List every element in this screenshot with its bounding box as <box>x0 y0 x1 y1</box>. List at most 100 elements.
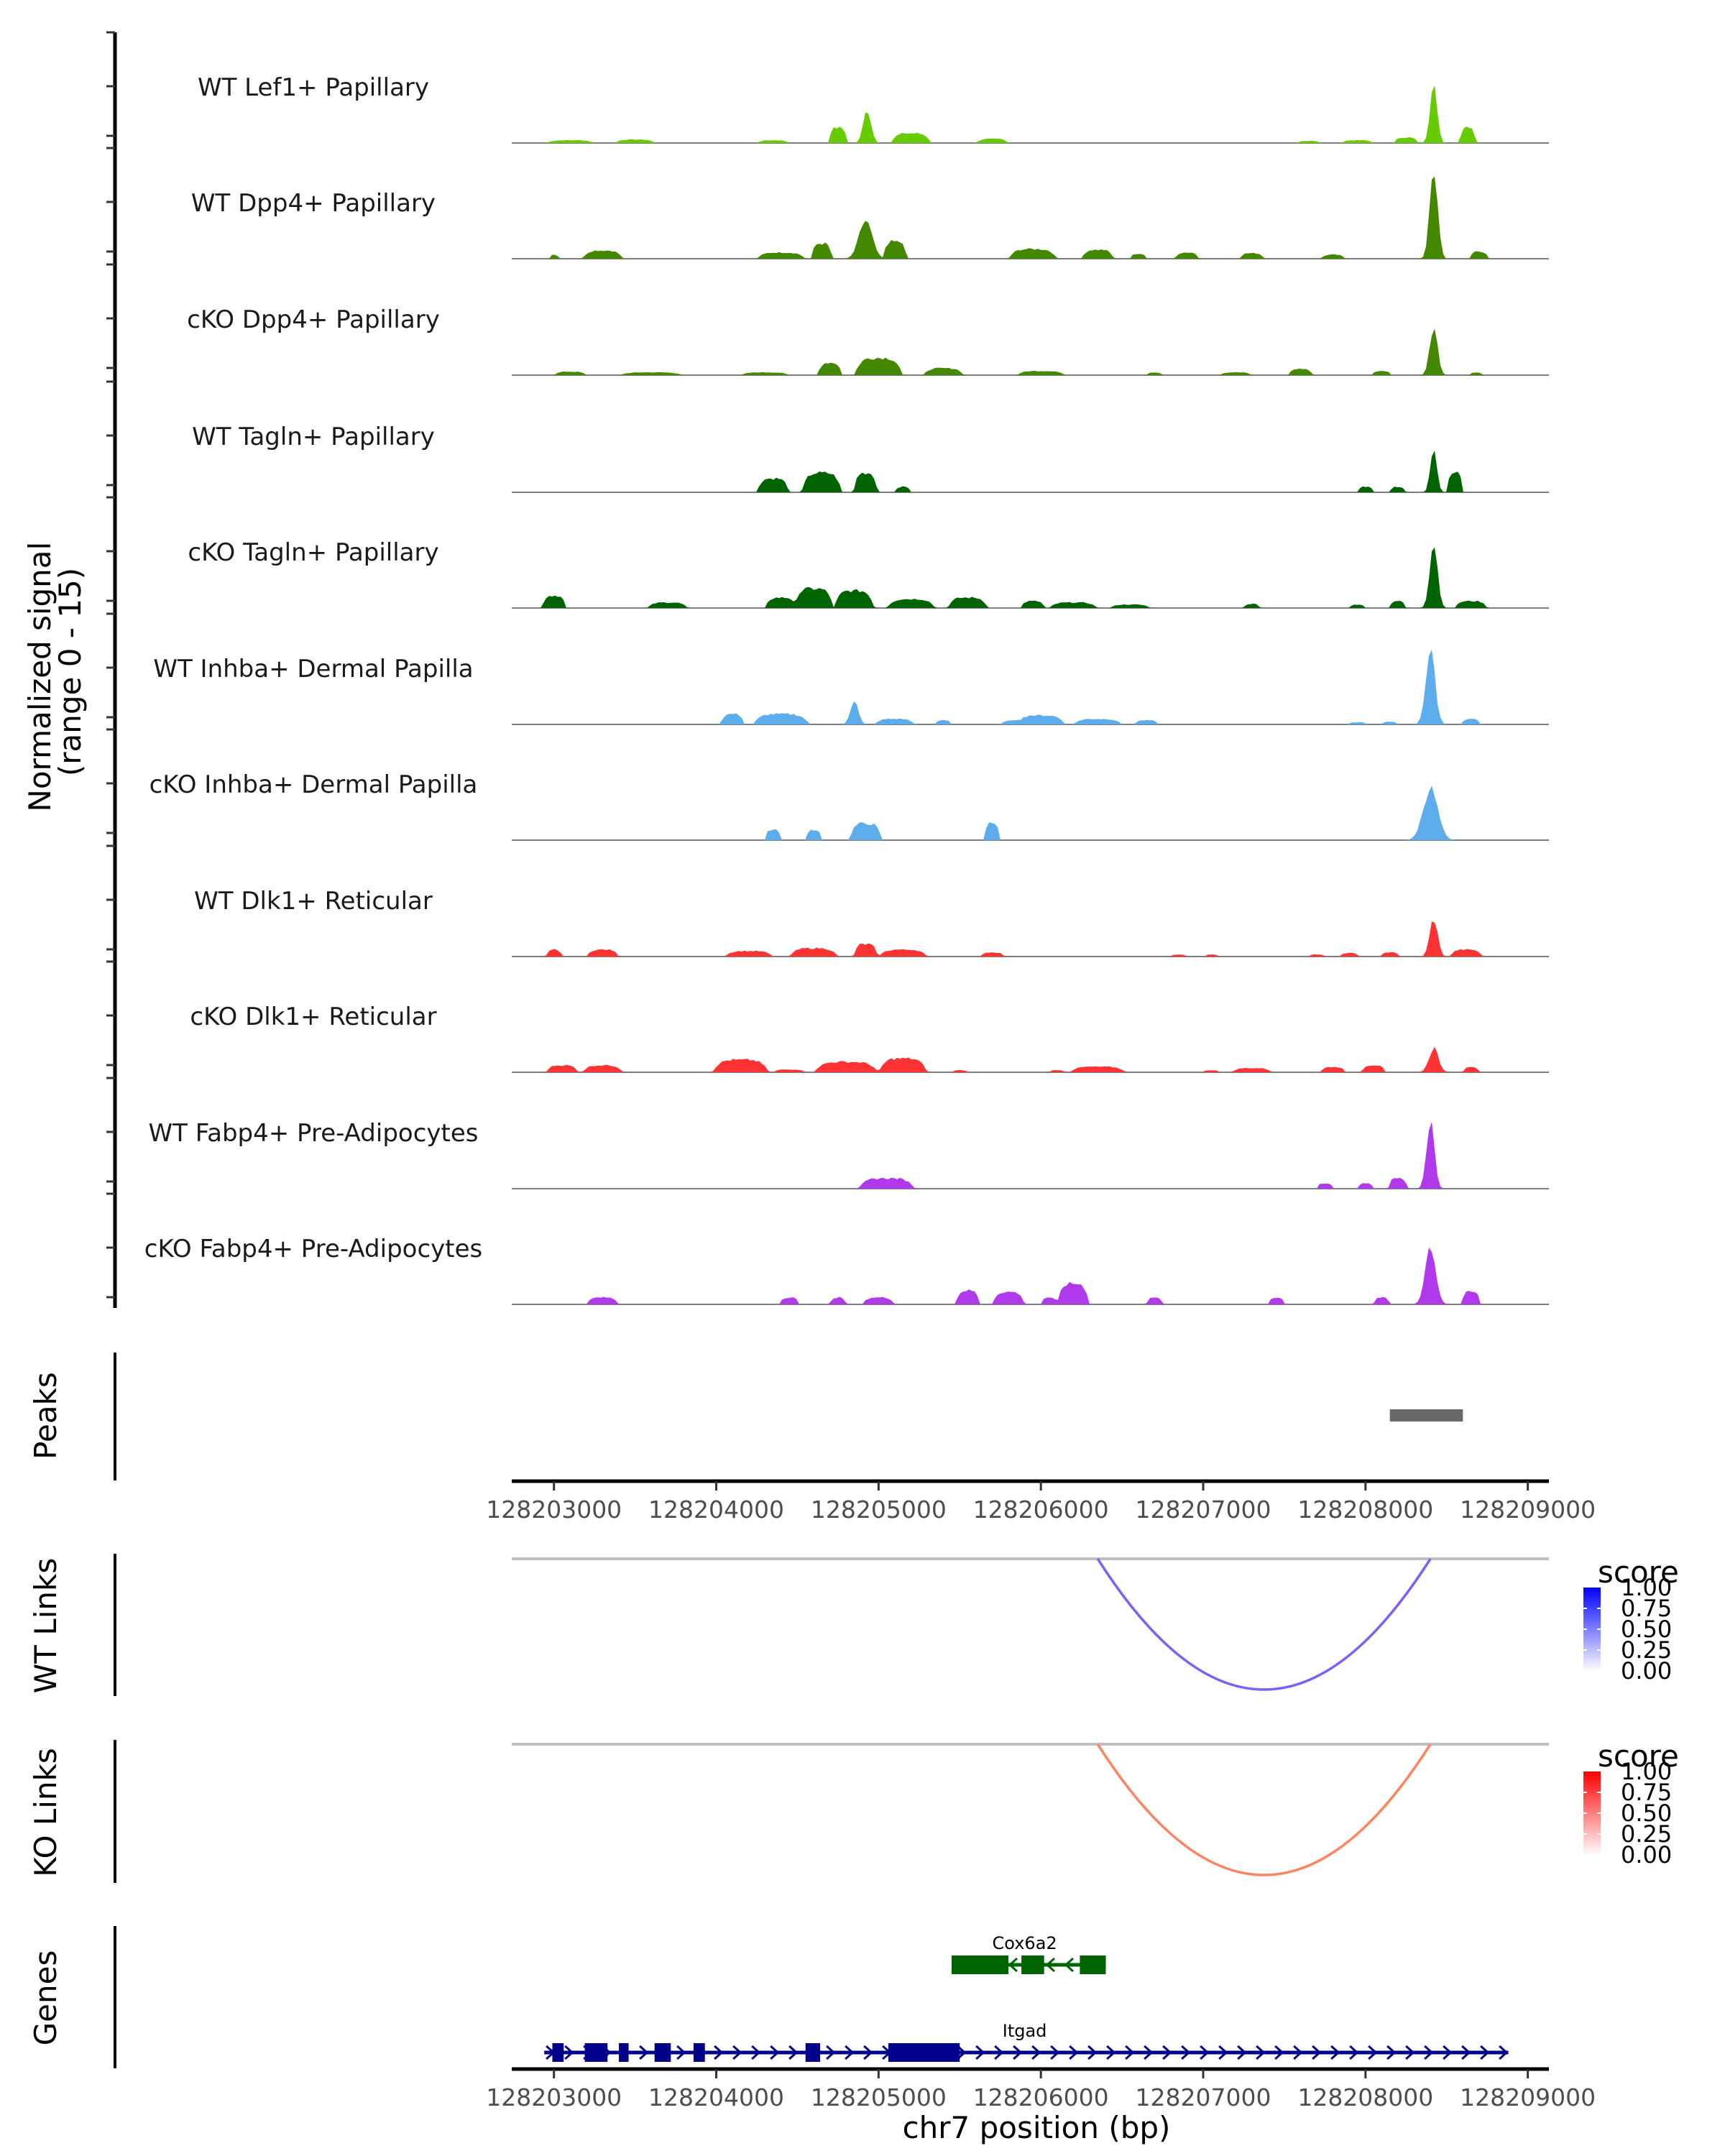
coverage-track: cKO Dpp4+ Papillary <box>187 305 1549 376</box>
gene-exon <box>805 2043 821 2062</box>
gene-exon <box>552 2043 564 2062</box>
x-tick-label: 128208000 <box>1297 1496 1433 1524</box>
x-tick-label: 128207000 <box>1136 1496 1271 1524</box>
strand-arrow-icon <box>957 2045 967 2060</box>
gene-exon <box>888 2043 960 2062</box>
legend-tick-label: 0.25 <box>1621 1636 1672 1664</box>
coverage-area <box>512 1121 1549 1189</box>
strand-arrow-icon <box>1237 2045 1247 2060</box>
strand-arrow-icon <box>1405 2045 1415 2060</box>
x-tick-label: 128206000 <box>973 2083 1109 2111</box>
strand-arrow-icon <box>1443 2045 1453 2060</box>
coverage-area <box>512 786 1549 840</box>
coverage-area <box>512 649 1549 724</box>
coverage-area <box>512 547 1549 608</box>
coverage-area <box>512 451 1549 492</box>
legend-tick-label: 0.75 <box>1621 1779 1672 1806</box>
x-tick-label: 128209000 <box>1460 1496 1596 1524</box>
strand-arrow-icon <box>1461 2045 1471 2060</box>
genes-track-label: Genes <box>28 1950 63 2046</box>
strand-arrow-icon <box>1256 2045 1266 2060</box>
strand-arrow-icon <box>1200 2045 1210 2060</box>
strand-arrow-icon <box>1274 2045 1284 2060</box>
strand-arrow-icon <box>1162 2045 1172 2060</box>
strand-arrow-icon <box>770 2045 780 2060</box>
strand-arrow-icon <box>1064 1957 1074 1973</box>
strand-arrow-icon <box>1499 2045 1509 2060</box>
strand-arrow-icon <box>676 2045 686 2060</box>
gene-exon <box>693 2043 705 2062</box>
track-label: cKO Dlk1+ Reticular <box>190 1003 436 1031</box>
gene-exon <box>654 2043 671 2062</box>
legend-tick-label: 1.00 <box>1621 1574 1672 1601</box>
gene-exon <box>1080 1955 1106 1974</box>
strand-arrow-icon <box>1312 2045 1322 2060</box>
gene-exon <box>1021 1955 1044 1974</box>
peaks-track-label: Peaks <box>28 1372 63 1460</box>
track-label: WT Fabp4+ Pre-Adipocytes <box>149 1119 479 1148</box>
coverage-track: cKO Fabp4+ Pre-Adipocytes <box>144 1235 1549 1305</box>
wt-links-track-label: WT Links <box>28 1558 63 1693</box>
gene-model: Cox6a2 <box>951 1933 1106 1974</box>
legend-tick-label: 1.00 <box>1621 1758 1672 1785</box>
x-tick-label: 128204000 <box>648 2083 784 2111</box>
strand-arrow-icon <box>751 2045 761 2060</box>
strand-arrow-icon <box>564 2045 574 2060</box>
strand-arrow-icon <box>732 2045 742 2060</box>
x-tick-label: 128209000 <box>1460 2083 1596 2111</box>
x-tick-label: 128205000 <box>811 1496 947 1524</box>
peaks-regions <box>1389 1409 1463 1422</box>
strand-arrow-icon <box>1031 2045 1041 2060</box>
coverage-area <box>512 921 1549 957</box>
legend-tick-label: 0.00 <box>1621 1657 1672 1685</box>
link-arc <box>1096 1558 1432 1691</box>
x-axis-bottom: 128203000 128204000 128205000 128206000 1282… <box>486 2067 1596 2111</box>
coverage-tracks: WT Lef1+ Papillary WT Dpp4+ Papillary cKO … <box>144 73 1549 1305</box>
strand-arrow-icon <box>994 2045 1004 2060</box>
strand-arrow-icon <box>1218 2045 1228 2060</box>
coverage-track: WT Tagln+ Papillary <box>192 423 1549 493</box>
coverage-area <box>512 328 1549 375</box>
strand-arrow-icon <box>1424 2045 1434 2060</box>
coverage-area <box>512 1247 1549 1304</box>
track-label: WT Inhba+ Dermal Papilla <box>153 655 473 683</box>
legend-tick-label: 0.50 <box>1621 1800 1672 1827</box>
coverage-track: WT Fabp4+ Pre-Adipocytes <box>149 1119 1549 1189</box>
strand-arrow-icon <box>1050 2045 1060 2060</box>
legend-tick-label: 0.75 <box>1621 1595 1672 1622</box>
coverage-area <box>512 1046 1549 1072</box>
strand-arrow-icon <box>1069 2045 1079 2060</box>
track-label: cKO Dpp4+ Papillary <box>187 305 440 334</box>
track-label: cKO Fabp4+ Pre-Adipocytes <box>144 1235 483 1263</box>
ko-links-legend: score 1.000.750.500.250.00 <box>1583 1738 1679 1869</box>
gene-exon <box>619 2043 629 2062</box>
gene-model: Itgad <box>544 2021 1509 2062</box>
strand-arrow-icon <box>1293 2045 1303 2060</box>
strand-arrow-icon <box>1125 2045 1135 2060</box>
y-axis-title: Normalized signal (range 0 - 15) <box>22 532 88 811</box>
strand-arrow-icon <box>1349 2045 1359 2060</box>
strand-arrow-icon <box>1386 2045 1397 2060</box>
coverage-y-ticks <box>106 31 115 1299</box>
coverage-track: cKO Inhba+ Dermal Papilla <box>150 770 1549 841</box>
strand-arrow-icon <box>975 2045 985 2060</box>
strand-arrow-icon <box>1087 2045 1098 2060</box>
wt-legend-title: score <box>1598 1554 1679 1590</box>
coverage-area <box>512 176 1549 259</box>
x-tick-label: 128207000 <box>1136 2083 1271 2111</box>
track-label: WT Dlk1+ Reticular <box>194 887 433 916</box>
link-tracks <box>512 1557 1549 1876</box>
strand-arrow-icon <box>1013 2045 1023 2060</box>
wt-links-legend: score 1.000.750.500.250.00 <box>1583 1554 1679 1685</box>
strand-arrow-icon <box>788 2045 799 2060</box>
coverage-area <box>512 85 1549 143</box>
strand-arrow-icon <box>1106 2045 1116 2060</box>
peak-region <box>1389 1409 1463 1422</box>
track-label: cKO Inhba+ Dermal Papilla <box>150 770 478 799</box>
coverage-track: WT Lef1+ Papillary <box>198 73 1549 144</box>
coverage-track: WT Inhba+ Dermal Papilla <box>153 649 1549 725</box>
coverage-track: cKO Dlk1+ Reticular <box>190 1003 1549 1073</box>
coverage-track: WT Dlk1+ Reticular <box>194 887 1549 957</box>
x-tick-label: 128204000 <box>648 1496 784 1524</box>
